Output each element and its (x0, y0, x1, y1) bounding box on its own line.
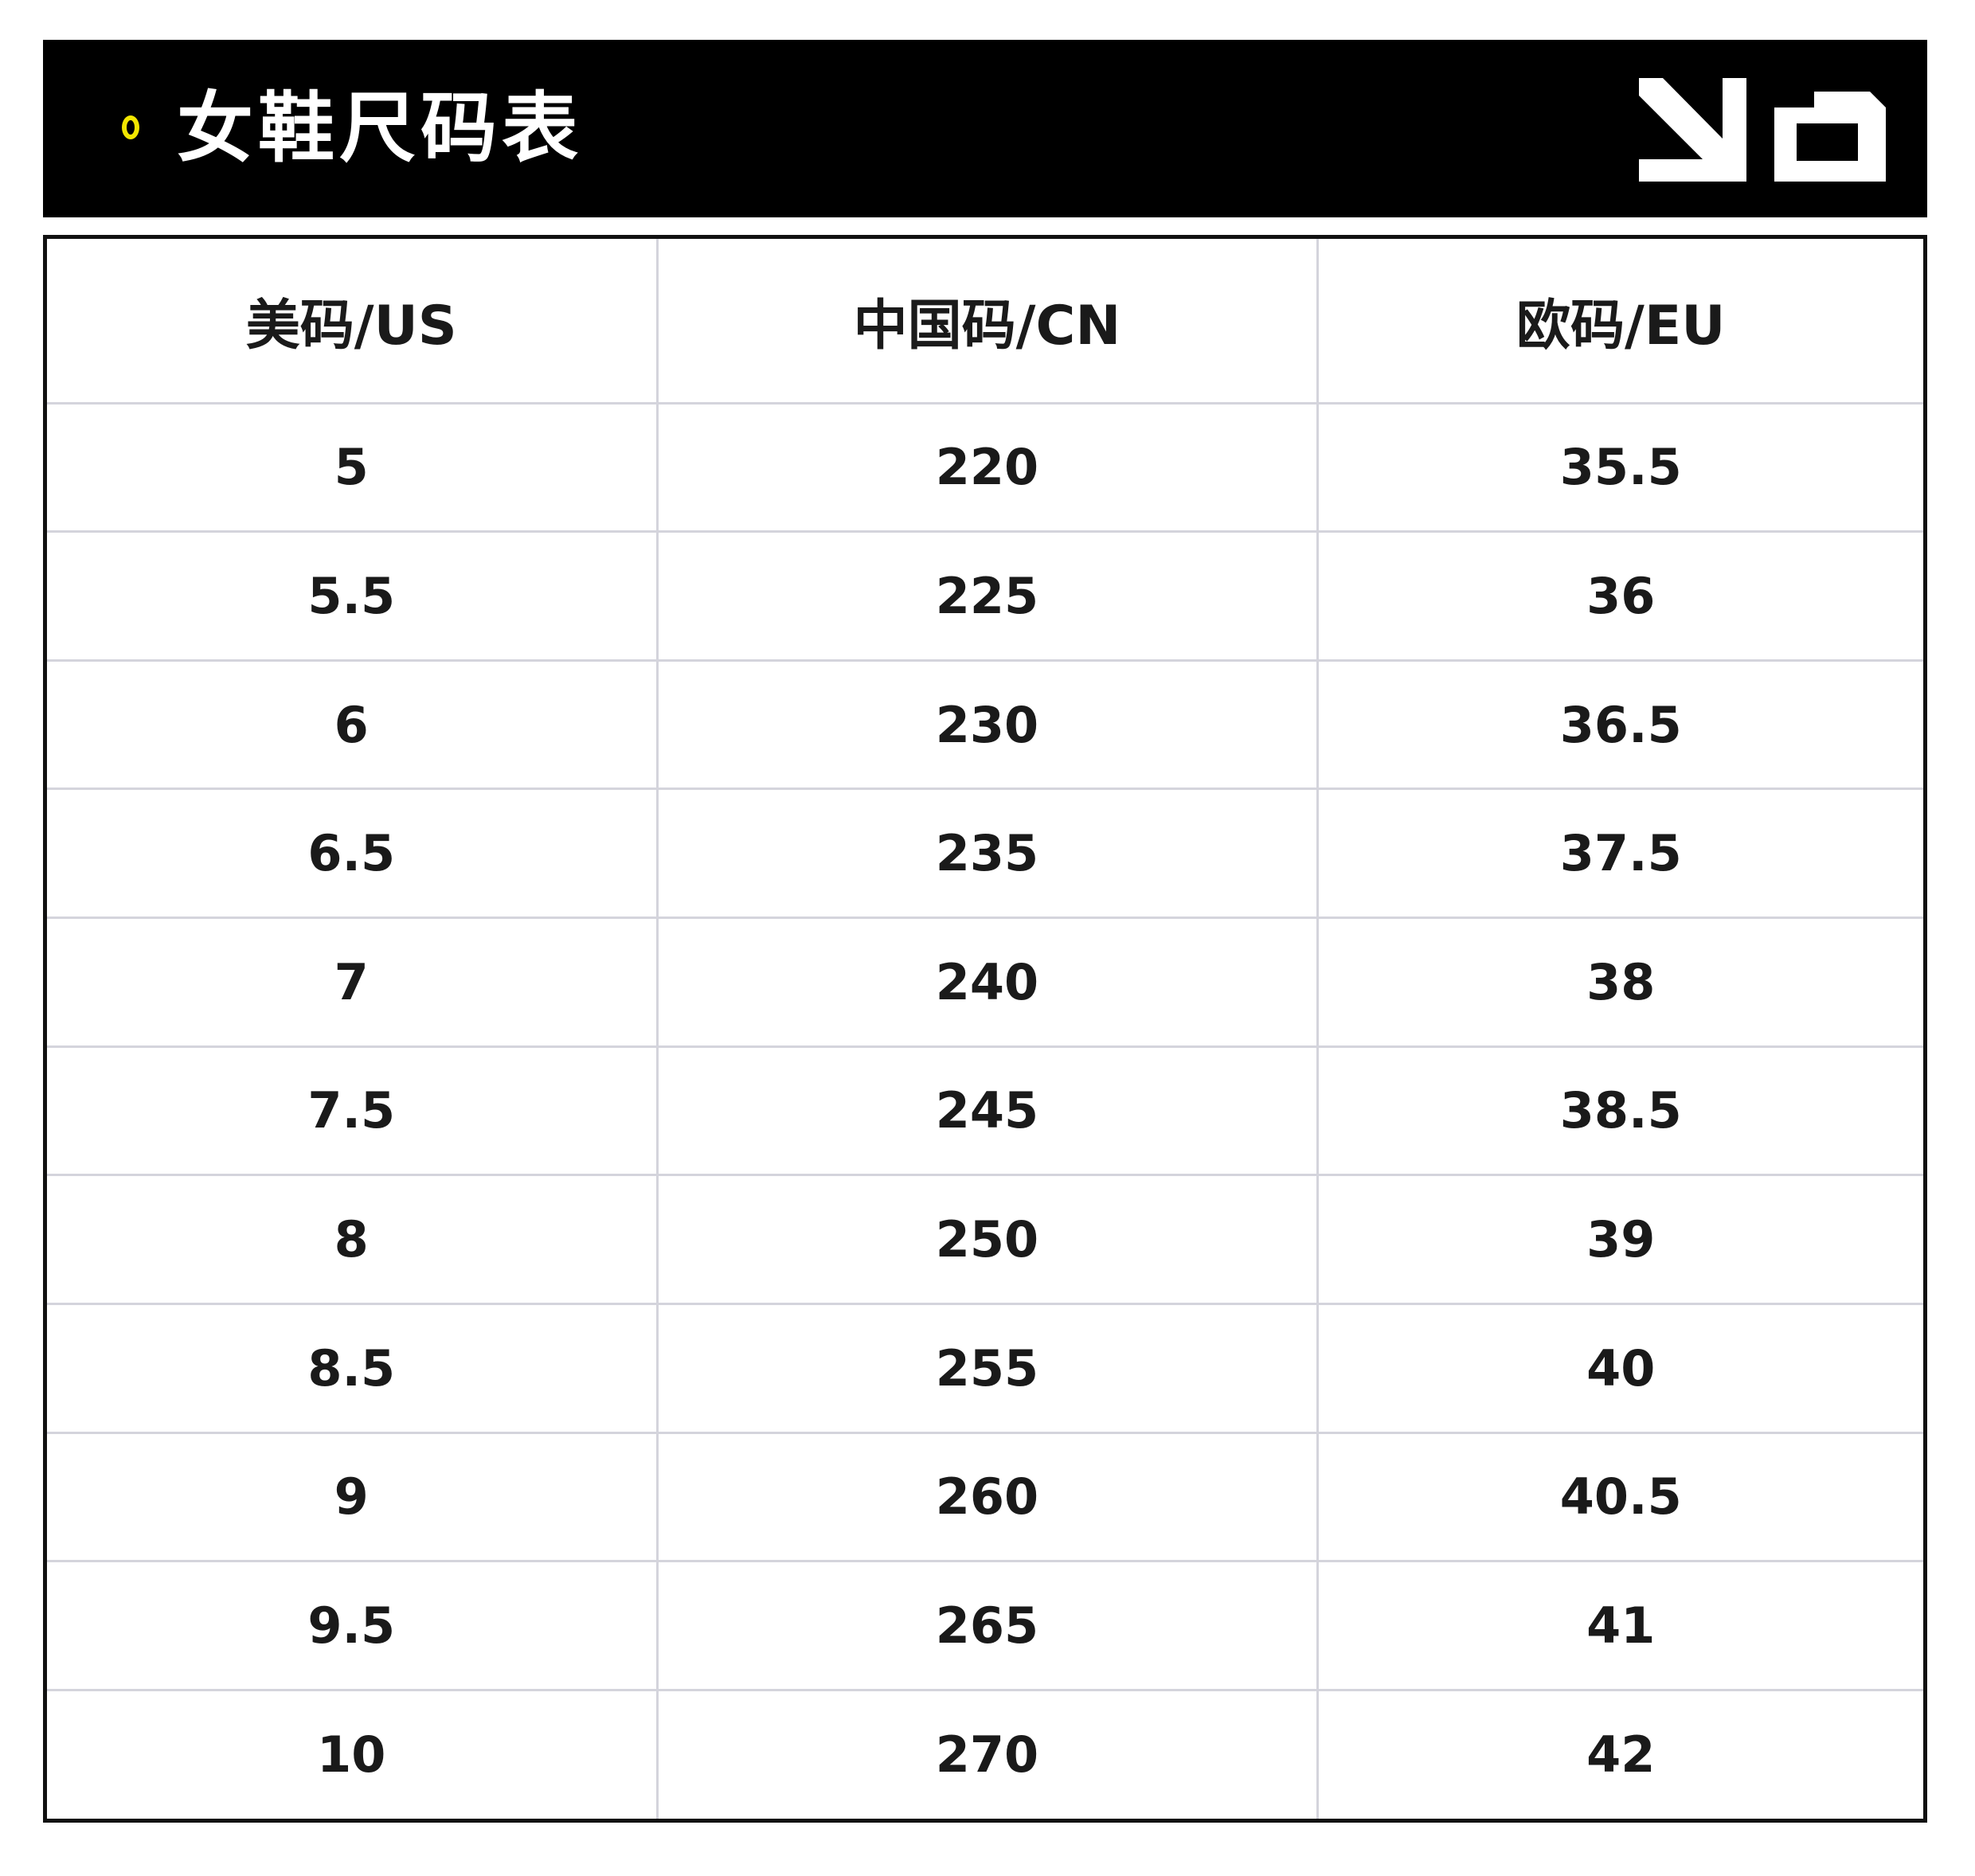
cell-eu: 36.5 (1316, 659, 1923, 791)
cell-cn: 225 (655, 530, 1319, 662)
cell-eu: 39 (1316, 1174, 1923, 1305)
cell-eu: 38.5 (1316, 1045, 1923, 1177)
cell-eu: 37.5 (1316, 788, 1923, 919)
cell-cn: 240 (655, 917, 1319, 1048)
cell-eu: 40 (1316, 1302, 1923, 1434)
cell-us: 7.5 (47, 1045, 659, 1177)
table-header-row: 美码/US 中国码/CN 欧码/EU (47, 239, 1923, 405)
cell-cn: 270 (655, 1688, 1319, 1819)
size-chart-table: 美码/US 中国码/CN 欧码/EU 5 220 35.5 5.5 225 36… (43, 235, 1927, 1823)
cell-eu: 40.5 (1316, 1431, 1923, 1563)
cell-cn: 245 (655, 1045, 1319, 1177)
cell-cn: 220 (655, 401, 1319, 533)
table-row: 9.5 265 41 (47, 1560, 1923, 1691)
cell-us: 9 (47, 1431, 659, 1563)
column-header-cn: 中国码/CN (655, 239, 1319, 405)
column-header-eu: 欧码/EU (1316, 239, 1923, 405)
table-row: 8 250 39 (47, 1174, 1923, 1305)
table-row: 5.5 225 36 (47, 530, 1923, 662)
table-row: 10 270 42 (47, 1688, 1923, 1819)
header-bar (43, 40, 1927, 217)
cell-eu: 38 (1316, 917, 1923, 1048)
cell-cn: 260 (655, 1431, 1319, 1563)
cell-us: 5 (47, 401, 659, 533)
cell-eu: 35.5 (1316, 401, 1923, 533)
cell-eu: 36 (1316, 530, 1923, 662)
cell-us: 6.5 (47, 788, 659, 919)
brand-logo-icon (1639, 78, 1886, 182)
cell-us: 9.5 (47, 1560, 659, 1691)
table-row: 6 230 36.5 (47, 659, 1923, 791)
cell-us: 6 (47, 659, 659, 791)
cell-us: 8 (47, 1174, 659, 1305)
cell-us: 5.5 (47, 530, 659, 662)
column-header-us: 美码/US (47, 239, 659, 405)
cell-us: 7 (47, 917, 659, 1048)
table-row: 5 220 35.5 (47, 401, 1923, 533)
cell-cn: 265 (655, 1560, 1319, 1691)
table-row: 9 260 40.5 (47, 1431, 1923, 1563)
table-row: 8.5 255 40 (47, 1302, 1923, 1434)
cell-cn: 255 (655, 1302, 1319, 1434)
table-row: 7.5 245 38.5 (47, 1045, 1923, 1177)
cell-cn: 250 (655, 1174, 1319, 1305)
cell-eu: 42 (1316, 1688, 1923, 1819)
table-row: 6.5 235 37.5 (47, 788, 1923, 919)
circle-bullet-icon (122, 115, 139, 139)
table-row: 7 240 38 (47, 917, 1923, 1048)
page-title: 女鞋尺码表 (177, 84, 583, 173)
cell-us: 8.5 (47, 1302, 659, 1434)
cell-us: 10 (47, 1688, 659, 1819)
cell-cn: 235 (655, 788, 1319, 919)
cell-eu: 41 (1316, 1560, 1923, 1691)
cell-cn: 230 (655, 659, 1319, 791)
